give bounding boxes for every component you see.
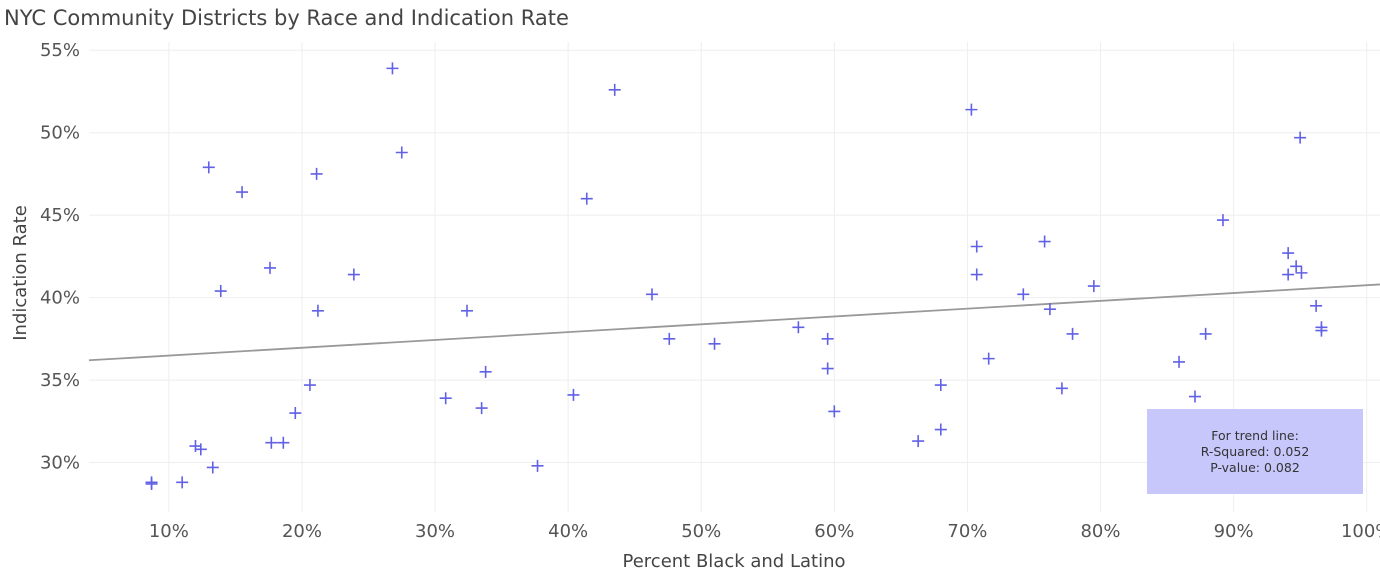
- data-point-marker[interactable]: [821, 332, 834, 345]
- data-point-marker[interactable]: [1282, 247, 1295, 260]
- data-point-marker[interactable]: [236, 186, 249, 199]
- x-tick-label: 10%: [149, 521, 189, 542]
- data-point-marker[interactable]: [1282, 268, 1295, 281]
- data-point-marker[interactable]: [934, 423, 947, 436]
- x-axis-title: Percent Black and Latino: [623, 551, 846, 572]
- data-point-marker[interactable]: [277, 436, 290, 449]
- annotation-line-3: P-value: 0.082: [1210, 459, 1300, 475]
- data-point-marker[interactable]: [145, 477, 158, 490]
- annotation-line-2: R-Squared: 0.052: [1200, 443, 1310, 459]
- data-point-marker[interactable]: [828, 405, 841, 418]
- data-point-marker[interactable]: [310, 167, 323, 180]
- data-point-marker[interactable]: [176, 476, 189, 489]
- data-point-marker[interactable]: [982, 352, 995, 365]
- data-point-marker[interactable]: [1066, 327, 1079, 340]
- data-point-marker[interactable]: [970, 240, 983, 253]
- data-point-marker[interactable]: [460, 304, 473, 317]
- data-point-marker[interactable]: [189, 440, 202, 453]
- data-points: [145, 62, 1328, 490]
- data-point-marker[interactable]: [567, 388, 580, 401]
- data-point-marker[interactable]: [821, 362, 834, 375]
- trend-stats-annotation: For trend line: R-Squared: 0.052 P-value…: [1147, 409, 1363, 494]
- data-point-marker[interactable]: [1038, 235, 1051, 248]
- x-tick-label: 60%: [814, 521, 854, 542]
- x-tick-label: 20%: [282, 521, 322, 542]
- data-point-marker[interactable]: [1290, 260, 1303, 273]
- y-tick-label: 50%: [40, 123, 80, 144]
- data-point-marker[interactable]: [792, 321, 805, 334]
- y-tick-label: 45%: [40, 205, 80, 226]
- data-point-marker[interactable]: [1043, 303, 1056, 316]
- data-point-marker[interactable]: [1173, 355, 1186, 368]
- data-point-marker[interactable]: [214, 285, 227, 298]
- data-point-marker[interactable]: [206, 461, 219, 474]
- data-point-marker[interactable]: [1294, 131, 1307, 144]
- x-tick-labels: 10% 20% 30% 40% 50% 60% 70% 80% 90% 100%: [149, 521, 1380, 542]
- data-point-marker[interactable]: [1216, 214, 1229, 227]
- data-point-marker[interactable]: [1315, 324, 1328, 337]
- data-point-marker[interactable]: [708, 337, 721, 350]
- data-point-marker[interactable]: [475, 402, 488, 415]
- data-point-marker[interactable]: [194, 443, 207, 456]
- data-point-marker[interactable]: [1295, 266, 1308, 279]
- data-point-marker[interactable]: [970, 268, 983, 281]
- data-point-marker[interactable]: [1199, 327, 1212, 340]
- data-point-marker[interactable]: [347, 268, 360, 281]
- x-tick-label: 70%: [947, 521, 987, 542]
- data-point-marker[interactable]: [645, 288, 658, 301]
- data-point-marker[interactable]: [439, 392, 452, 405]
- data-point-marker[interactable]: [965, 103, 978, 116]
- y-tick-label: 40%: [40, 288, 80, 309]
- y-axis-title: Indication Rate: [10, 205, 31, 341]
- trend-line: [88, 283, 1380, 362]
- x-tick-label: 50%: [681, 521, 721, 542]
- data-point-marker[interactable]: [311, 304, 324, 317]
- data-point-marker[interactable]: [202, 161, 215, 174]
- y-tick-label: 30%: [40, 453, 80, 474]
- y-tick-label: 55%: [40, 40, 80, 61]
- y-tick-labels: 30% 35% 40% 45% 50% 55%: [40, 40, 80, 473]
- x-tick-label: 100%: [1341, 521, 1380, 542]
- data-point-marker[interactable]: [265, 436, 278, 449]
- data-point-marker[interactable]: [1310, 299, 1323, 312]
- data-point-marker[interactable]: [1087, 280, 1100, 293]
- data-point-marker[interactable]: [303, 379, 316, 392]
- data-point-marker[interactable]: [531, 459, 544, 472]
- x-tick-label: 40%: [548, 521, 588, 542]
- data-point-marker[interactable]: [289, 407, 302, 420]
- y-tick-label: 35%: [40, 370, 80, 391]
- data-point-marker[interactable]: [663, 332, 676, 345]
- data-point-marker[interactable]: [264, 261, 277, 274]
- annotation-line-1: For trend line:: [1211, 427, 1299, 443]
- x-tick-label: 90%: [1214, 521, 1254, 542]
- data-point-marker[interactable]: [608, 83, 621, 96]
- data-point-marker[interactable]: [580, 192, 593, 205]
- data-point-marker[interactable]: [1017, 288, 1030, 301]
- data-point-marker[interactable]: [386, 62, 399, 75]
- data-point-marker[interactable]: [1189, 390, 1201, 403]
- x-tick-label: 80%: [1080, 521, 1120, 542]
- chart-title: NYC Community Districts by Race and Indi…: [4, 6, 569, 30]
- data-point-marker[interactable]: [912, 435, 925, 448]
- data-point-marker[interactable]: [1055, 382, 1068, 395]
- data-point-marker[interactable]: [395, 146, 408, 159]
- data-point-marker[interactable]: [479, 365, 492, 378]
- data-point-marker[interactable]: [934, 379, 947, 392]
- x-tick-label: 30%: [415, 521, 455, 542]
